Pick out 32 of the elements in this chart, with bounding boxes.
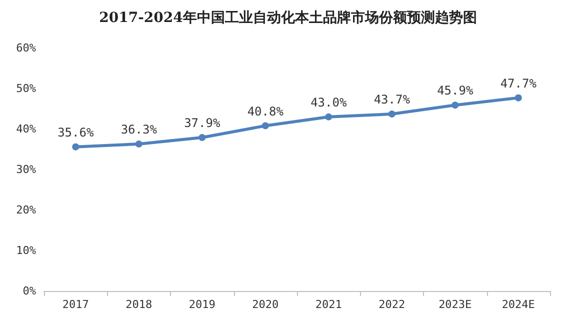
y-tick-label: 50%: [16, 82, 36, 95]
point: [135, 140, 142, 148]
point: [325, 113, 332, 120]
point: [72, 143, 80, 150]
y-tick-label: 40%: [16, 122, 36, 136]
data-label: 36.3%: [120, 122, 158, 136]
data-label: 35.6%: [58, 125, 94, 140]
y-tick-label: 60%: [16, 42, 36, 54]
y-tick-label: 30%: [16, 163, 36, 176]
point: [262, 122, 269, 130]
x-tick-label: 2017: [62, 298, 89, 311]
data-label: 37.9%: [184, 116, 221, 130]
x-tick-label: 2018: [126, 298, 152, 311]
y-tick-label: 20%: [16, 204, 36, 216]
x-tick-label: 2023E: [438, 298, 472, 311]
data-label: 40.8%: [247, 104, 284, 118]
point: [452, 102, 459, 109]
x-tick-label: 2022: [378, 298, 406, 311]
x-tick-label: 2019: [188, 298, 216, 311]
chart-title: 2017-2024年中国工业自动化本土品牌市场份额预测趋势图: [99, 9, 477, 26]
y-tick-label: 0%: [22, 284, 36, 298]
data-label: 43.7%: [374, 92, 411, 107]
x-tick-label: 2021: [315, 298, 342, 311]
data-label: 45.9%: [437, 84, 474, 98]
point: [198, 134, 206, 142]
point: [388, 110, 396, 118]
data-label: 43.0%: [310, 95, 348, 110]
x-tick-label: 2024E: [502, 298, 535, 311]
x-tick-label: 2020: [252, 298, 279, 311]
y-tick-label: 10%: [16, 244, 36, 257]
data-label: 47.7%: [500, 76, 538, 90]
point: [514, 94, 522, 102]
